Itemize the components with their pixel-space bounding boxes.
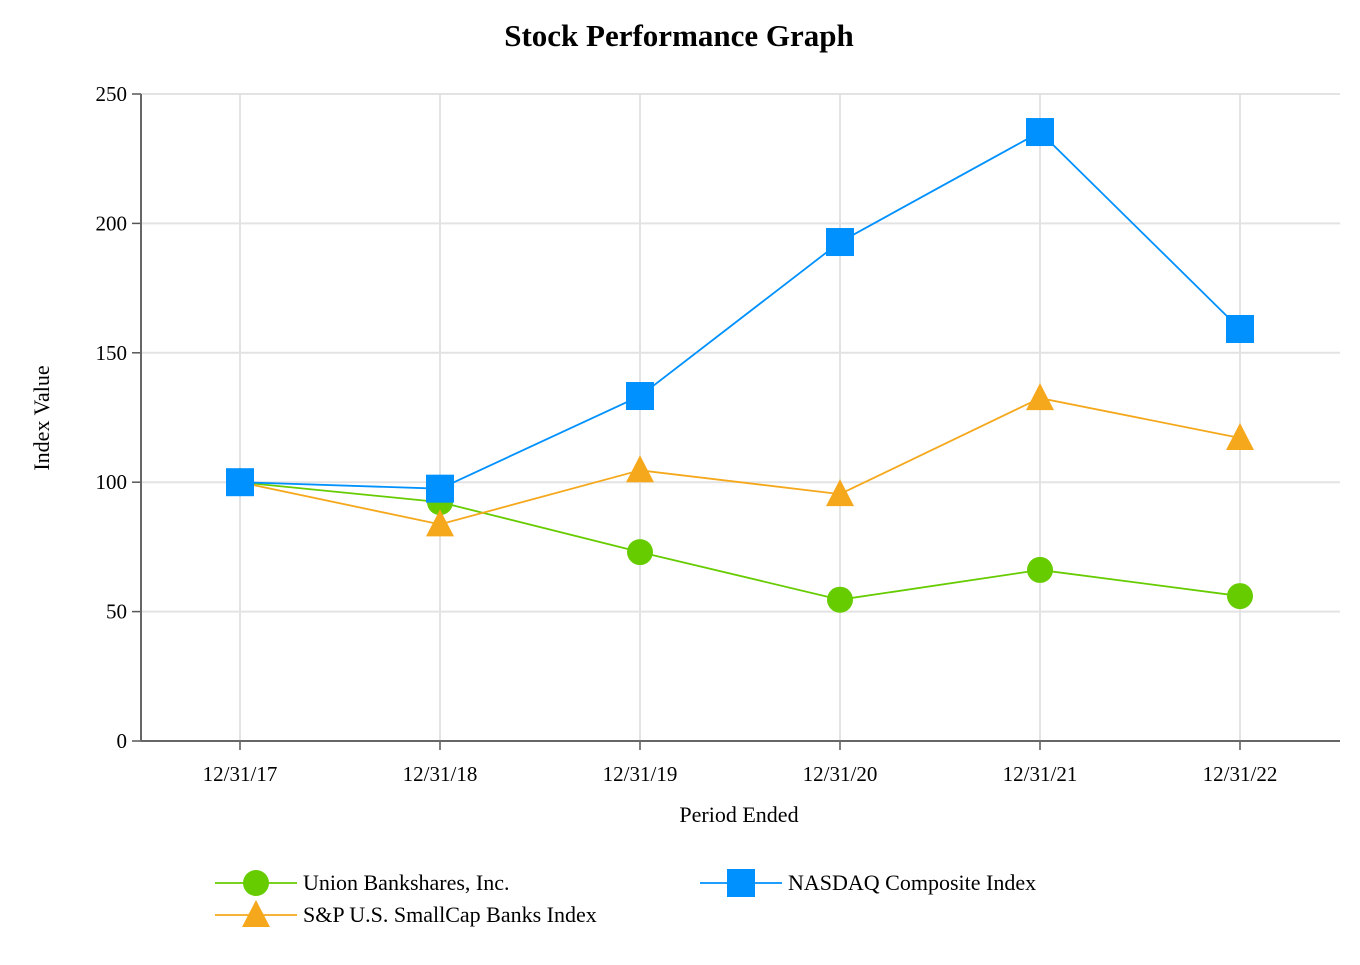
y-tick-label: 0: [117, 729, 128, 753]
y-axis-label: Index Value: [29, 365, 54, 470]
series-circle: [227, 469, 1253, 613]
series-line: [239, 481, 1241, 601]
series-triangle: [226, 383, 1254, 537]
legend: Union Bankshares, Inc. NASDAQ Composite I…: [215, 869, 1036, 927]
legend-item: S&P U.S. SmallCap Banks Index: [215, 900, 597, 927]
y-tick-label: 50: [106, 600, 127, 624]
x-tick-label: 12/31/20: [803, 762, 878, 786]
y-tick-label: 150: [96, 341, 128, 365]
x-tick-label: 12/31/18: [403, 762, 478, 786]
x-tick-label: 12/31/17: [203, 762, 278, 786]
data-point: [626, 455, 654, 483]
data-point: [826, 228, 854, 257]
y-tick-label: 100: [96, 470, 128, 494]
y-tick-label: 250: [96, 82, 128, 106]
x-tick-label: 12/31/19: [603, 762, 678, 786]
legend-label: S&P U.S. SmallCap Banks Index: [303, 902, 597, 927]
series-line: [239, 397, 1241, 526]
series-line: [239, 130, 1241, 490]
data-point: [1227, 583, 1253, 610]
x-tick-label: 12/31/21: [1003, 762, 1078, 786]
data-point: [226, 468, 254, 497]
y-tick-label: 200: [96, 211, 128, 235]
chart-title: Stock Performance Graph: [504, 18, 854, 53]
legend-item: NASDAQ Composite Index: [700, 869, 1036, 897]
data-point: [1026, 118, 1054, 147]
legend-marker: [727, 869, 755, 897]
x-axis-label: Period Ended: [679, 802, 798, 827]
legend-marker: [242, 900, 270, 927]
data-point: [626, 382, 654, 411]
data-point: [1226, 314, 1254, 343]
legend-label: NASDAQ Composite Index: [788, 870, 1036, 895]
data-point: [826, 479, 854, 507]
data-point: [426, 474, 454, 503]
legend-marker: [243, 870, 269, 896]
data-point: [1026, 383, 1054, 411]
x-tick-label: 12/31/22: [1203, 762, 1278, 786]
data-point: [827, 586, 853, 613]
data-point: [426, 509, 454, 537]
data-point: [1027, 556, 1053, 583]
data-point: [627, 539, 653, 566]
legend-label: Union Bankshares, Inc.: [303, 870, 510, 895]
data-point: [1226, 422, 1254, 450]
legend-item: Union Bankshares, Inc.: [215, 870, 510, 896]
series-square: [226, 118, 1254, 503]
